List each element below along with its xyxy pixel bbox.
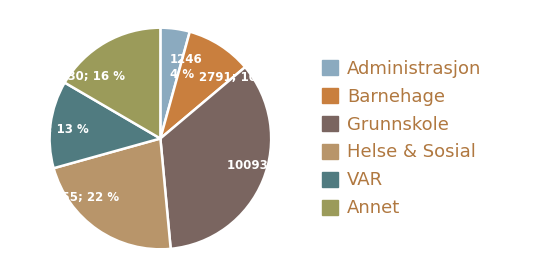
Text: 10093; 35 %: 10093; 35 % <box>227 159 309 172</box>
Wedge shape <box>50 83 160 168</box>
Legend: Administrasjon, Barnehage, Grunnskole, Helse & Sosial, VAR, Annet: Administrasjon, Barnehage, Grunnskole, H… <box>322 60 482 217</box>
Text: 2791; 10 %: 2791; 10 % <box>199 71 273 84</box>
Wedge shape <box>160 28 190 138</box>
Wedge shape <box>160 32 245 138</box>
Text: 4830; 16 %: 4830; 16 % <box>50 70 124 83</box>
Text: 3709; 13 %: 3709; 13 % <box>15 123 89 136</box>
Text: 6455; 22 %: 6455; 22 % <box>45 191 119 204</box>
Wedge shape <box>65 28 160 138</box>
Text: 1246
4 %: 1246 4 % <box>170 53 203 81</box>
Wedge shape <box>160 67 271 249</box>
Wedge shape <box>54 138 171 249</box>
